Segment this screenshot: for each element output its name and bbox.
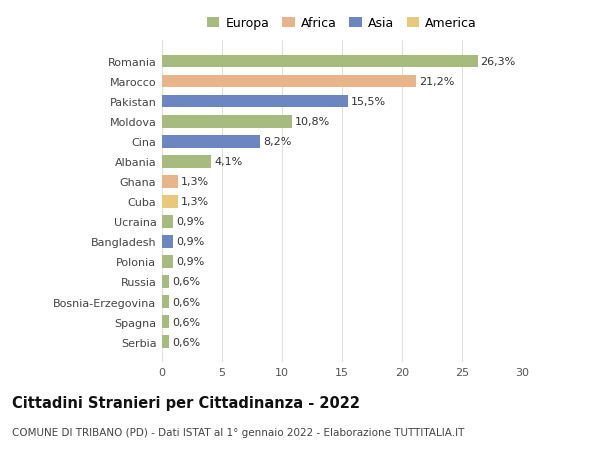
Bar <box>162 156 211 168</box>
Text: 1,3%: 1,3% <box>181 197 209 207</box>
Text: 4,1%: 4,1% <box>214 157 242 167</box>
Bar <box>162 236 173 248</box>
Text: 10,8%: 10,8% <box>295 117 330 127</box>
Text: 0,9%: 0,9% <box>176 217 204 227</box>
Bar <box>162 316 169 328</box>
Text: Cittadini Stranieri per Cittadinanza - 2022: Cittadini Stranieri per Cittadinanza - 2… <box>12 395 360 410</box>
Bar <box>162 276 169 288</box>
Bar <box>162 296 169 308</box>
Text: 0,6%: 0,6% <box>172 277 200 287</box>
Legend: Europa, Africa, Asia, America: Europa, Africa, Asia, America <box>202 12 482 35</box>
Text: 1,3%: 1,3% <box>181 177 209 187</box>
Bar <box>162 336 169 348</box>
Bar <box>162 196 178 208</box>
Text: 26,3%: 26,3% <box>481 57 516 67</box>
Bar <box>162 96 348 108</box>
Text: 0,9%: 0,9% <box>176 257 204 267</box>
Bar <box>162 56 478 68</box>
Text: 15,5%: 15,5% <box>351 97 386 107</box>
Text: 0,6%: 0,6% <box>172 297 200 307</box>
Text: 0,6%: 0,6% <box>172 317 200 327</box>
Bar <box>162 176 178 188</box>
Text: 21,2%: 21,2% <box>419 77 455 87</box>
Text: COMUNE DI TRIBANO (PD) - Dati ISTAT al 1° gennaio 2022 - Elaborazione TUTTITALIA: COMUNE DI TRIBANO (PD) - Dati ISTAT al 1… <box>12 427 464 437</box>
Bar <box>162 76 416 88</box>
Bar <box>162 216 173 228</box>
Bar <box>162 116 292 128</box>
Text: 0,9%: 0,9% <box>176 237 204 247</box>
Bar <box>162 256 173 268</box>
Text: 8,2%: 8,2% <box>263 137 292 147</box>
Bar <box>162 136 260 148</box>
Text: 0,6%: 0,6% <box>172 337 200 347</box>
